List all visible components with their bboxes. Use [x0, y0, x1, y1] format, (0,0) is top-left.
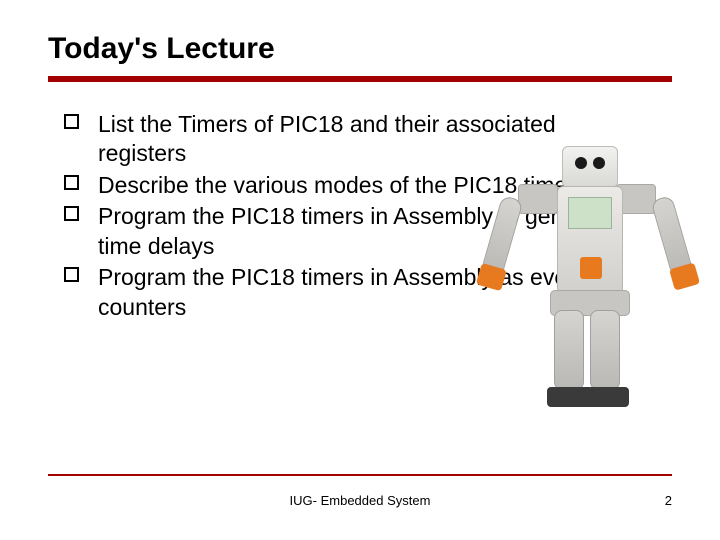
title-underline	[48, 76, 672, 82]
robot-torso	[557, 186, 623, 294]
square-bullet-icon	[64, 114, 79, 129]
square-bullet-icon	[64, 175, 79, 190]
robot-eye-icon	[575, 157, 587, 169]
robot-screen	[568, 197, 612, 229]
page-title: Today's Lecture	[48, 32, 672, 66]
robot-leg	[554, 310, 584, 390]
robot-arm	[650, 195, 693, 278]
robot-foot	[583, 387, 629, 407]
robot-hand	[669, 262, 700, 290]
square-bullet-icon	[64, 206, 79, 221]
robot-image	[472, 128, 702, 428]
robot-button-icon	[580, 257, 602, 279]
page-number: 2	[665, 493, 672, 508]
robot-leg	[590, 310, 620, 390]
slide: Today's Lecture List the Timers of PIC18…	[0, 0, 720, 540]
footer-text: IUG- Embedded System	[0, 493, 720, 508]
footer-divider	[48, 474, 672, 476]
robot-eye-icon	[593, 157, 605, 169]
robot-head	[562, 146, 618, 188]
robot-arm	[480, 195, 523, 278]
square-bullet-icon	[64, 267, 79, 282]
robot-hand	[476, 263, 507, 291]
robot-shoulder	[518, 184, 558, 214]
